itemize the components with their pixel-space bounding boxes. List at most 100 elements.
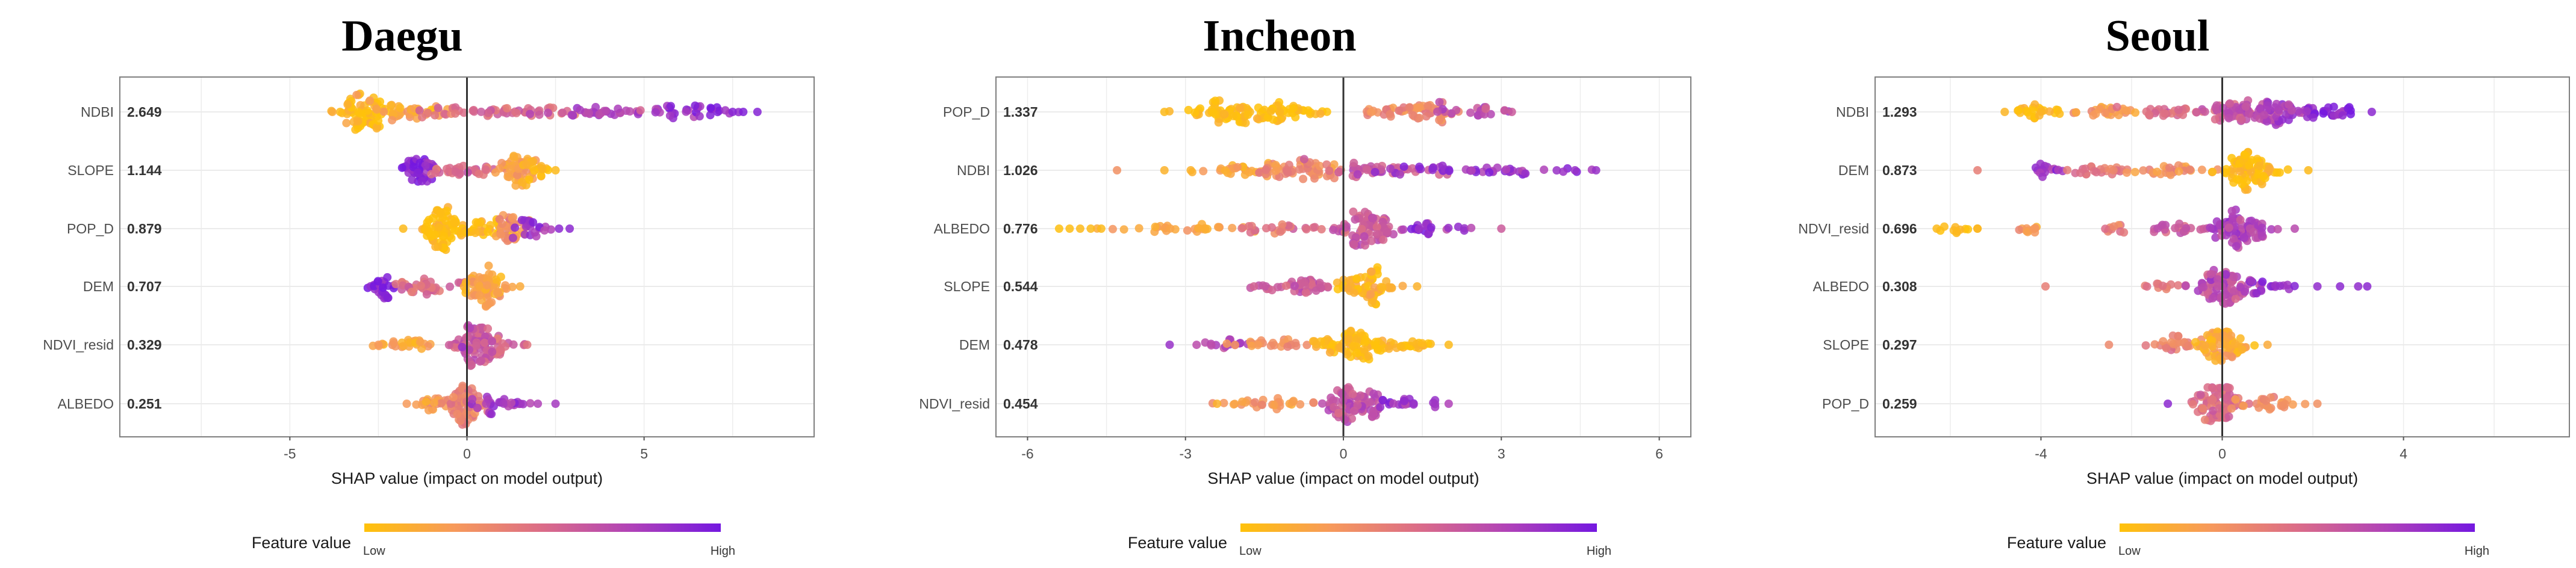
feature-label: DEM	[83, 279, 114, 294]
shap-point	[450, 218, 459, 227]
shap-point	[2336, 282, 2345, 291]
shap-point	[2160, 109, 2169, 118]
shap-point	[1113, 166, 1122, 174]
feature-label: NDVI_resid	[1798, 221, 1869, 236]
shap-point	[2228, 217, 2237, 226]
shap-point	[1370, 283, 1379, 292]
shap-point	[524, 175, 534, 184]
shap-point	[1254, 341, 1263, 350]
beeswarm-row-ndvi_resid	[1932, 205, 2299, 252]
shap-point	[1317, 225, 1326, 234]
shap-point	[1213, 400, 1222, 408]
shap-point	[1360, 345, 1369, 354]
shap-point	[2354, 282, 2363, 291]
shap-point	[480, 338, 489, 347]
shap-point	[2014, 106, 2023, 115]
feature-label: DEM	[959, 337, 990, 353]
shap-point	[1382, 277, 1391, 286]
shap-point	[2227, 404, 2236, 413]
shap-point	[1395, 170, 1404, 179]
shap-point	[1344, 334, 1353, 343]
shap-point	[1372, 223, 1381, 232]
shap-point	[565, 224, 574, 233]
shap-point	[695, 112, 704, 121]
shap-point	[2302, 106, 2311, 116]
shap-point	[1251, 398, 1260, 407]
shap-point	[1341, 223, 1350, 232]
shap-point	[512, 108, 521, 117]
feature-importance: 0.873	[1882, 162, 1917, 178]
shap-point	[2254, 403, 2263, 412]
shap-point	[374, 341, 383, 349]
chart-title: Daegu	[341, 11, 462, 61]
shap-point	[1500, 106, 1509, 115]
beeswarm-row-slope	[2105, 327, 2272, 365]
shap-point	[2213, 275, 2222, 284]
feature-label: POP_D	[1822, 396, 1869, 412]
shap-point	[431, 230, 440, 239]
shap-point	[1374, 345, 1383, 354]
shap-point	[366, 96, 375, 105]
shap-point	[706, 103, 715, 113]
shap-point	[2367, 108, 2376, 116]
shap-point	[1301, 288, 1310, 297]
shap-point	[1386, 110, 1395, 119]
shap-point	[2174, 281, 2183, 290]
shap-point	[1219, 398, 1228, 407]
shap-point	[2208, 384, 2217, 393]
shap-point	[508, 233, 517, 242]
shap-point	[461, 288, 470, 297]
shap-point	[2262, 397, 2271, 406]
shap-point	[2188, 400, 2197, 409]
shap-point	[1383, 227, 1392, 236]
x-tick-label: 3	[1498, 446, 1505, 461]
x-axis-label: SHAP value (impact on model output)	[1207, 469, 1479, 487]
shap-point	[1318, 399, 1327, 408]
shap-point	[1349, 207, 1358, 216]
shap-point	[1356, 329, 1365, 338]
shap-point	[1366, 290, 1375, 299]
shap-point	[1291, 113, 1300, 122]
shap-point	[1283, 168, 1292, 177]
feature-importance: 0.259	[1882, 396, 1917, 412]
shap-point	[2329, 102, 2338, 111]
shap-point	[2000, 108, 2009, 116]
x-tick-label: 5	[640, 446, 648, 461]
shap-point	[1438, 161, 1447, 170]
shap-point	[468, 395, 477, 404]
shap-point	[434, 242, 443, 252]
shap-point	[372, 124, 381, 133]
shap-point	[1281, 281, 1290, 290]
shap-point	[2162, 344, 2171, 353]
shap-point	[1192, 341, 1201, 350]
shap-point	[498, 339, 507, 348]
shap-point	[2179, 227, 2188, 236]
legend-title: Feature value	[2007, 534, 2106, 552]
shap-point	[451, 167, 460, 176]
shap-point	[2120, 228, 2129, 237]
feature-importance: 2.649	[127, 104, 162, 120]
shap-point	[2265, 405, 2274, 414]
shap-point	[2181, 282, 2190, 291]
shap-point	[728, 108, 737, 116]
shap-point	[2247, 277, 2256, 286]
shap-point	[2185, 165, 2194, 174]
shap-point	[1360, 338, 1369, 347]
shap-point	[2217, 293, 2226, 302]
shap-point	[1507, 108, 1516, 116]
shap-point	[474, 273, 484, 282]
shap-point	[488, 347, 497, 356]
beeswarm-row-ndvi_resid	[1208, 383, 1453, 427]
shap-point	[2255, 161, 2264, 170]
shap-point	[474, 170, 484, 179]
shap-point	[1330, 174, 1339, 183]
shap-point	[1364, 351, 1373, 360]
feature-label: ALBEDO	[934, 221, 990, 236]
shap-point	[1310, 174, 1319, 183]
shap-point	[440, 232, 449, 241]
shap-point	[2222, 165, 2231, 174]
shap-point	[408, 175, 417, 184]
shap-point	[551, 400, 560, 408]
shap-point	[1360, 232, 1369, 241]
feature-label: DEM	[1838, 162, 1869, 178]
